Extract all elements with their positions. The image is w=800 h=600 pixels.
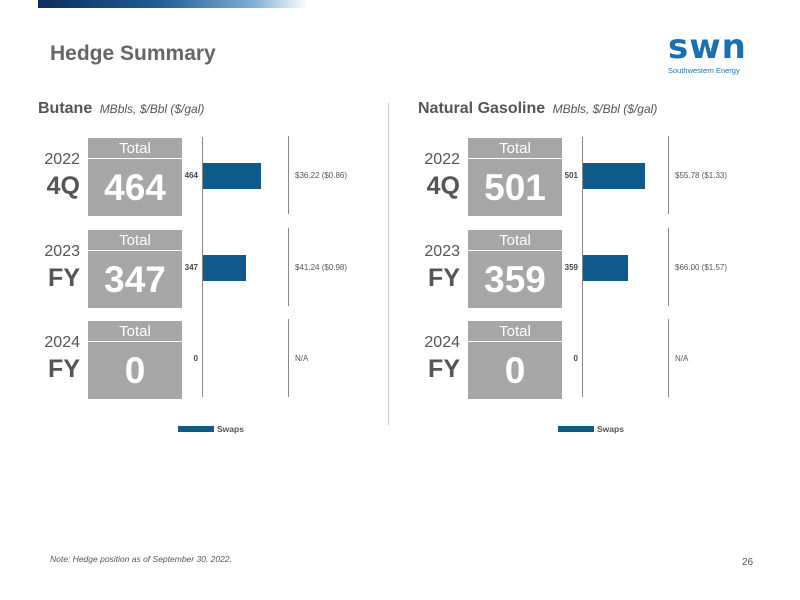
chart-legend: Swaps (558, 420, 624, 434)
swap-volume-label: 0 (193, 354, 198, 363)
bar-axis-line (202, 137, 203, 397)
total-box-label: Total (468, 230, 562, 251)
page-number: 26 (742, 557, 754, 568)
swap-volume-label: 347 (184, 263, 198, 272)
panel-title: Natural Gasoline (418, 100, 546, 117)
total-box: Total 359 (468, 230, 562, 308)
bar-axis-line (582, 137, 583, 397)
total-box-value: 0 (124, 350, 146, 391)
price-separator-line (668, 136, 669, 214)
total-box-label: Total (88, 230, 182, 251)
logo-subtitle: Southwestern Energy (668, 66, 740, 75)
swap-volume-label: 501 (564, 171, 578, 180)
period-code-label: 4Q (46, 172, 80, 200)
legend-label: Swaps (597, 423, 624, 434)
period-year-label: 2022 (44, 151, 80, 168)
period-year-label: 2023 (424, 243, 460, 260)
total-box: Total 464 (88, 138, 182, 216)
swap-volume-label: 0 (573, 354, 578, 363)
panel-heading: Butane MBbls, $/Bbl ($/gal) (38, 100, 204, 118)
swap-bar (583, 163, 645, 189)
period-code-label: FY (48, 264, 80, 292)
period-year-label: 2024 (44, 334, 80, 351)
swap-bar (203, 163, 261, 189)
price-separator-line (668, 319, 669, 397)
natural-gasoline-panel: Natural Gasoline MBbls, $/Bbl ($/gal) 20… (418, 100, 778, 440)
period-code-label: FY (48, 355, 80, 383)
swap-price-label: $55.78 ($1.33) (675, 171, 728, 180)
swap-volume-label: 359 (564, 263, 578, 272)
total-box-value: 464 (104, 167, 166, 208)
price-separator-line (288, 136, 289, 214)
swap-bar (203, 255, 246, 281)
swap-price-label: $41.24 ($0.98) (295, 263, 348, 272)
legend-swatch (178, 425, 214, 432)
total-box-label: Total (88, 321, 182, 342)
total-box-label: Total (468, 138, 562, 159)
panel-units: MBbls, $/Bbl ($/gal) (99, 102, 205, 116)
swap-volume-label: 464 (184, 171, 198, 180)
company-logo: swn Southwestern Energy (668, 30, 768, 80)
logo-mark: swn (668, 27, 747, 67)
top-accent-band (38, 0, 308, 8)
legend-swatch (558, 425, 594, 432)
total-box: Total 0 (468, 321, 562, 399)
total-box-value: 501 (484, 167, 546, 208)
total-box-label: Total (468, 321, 562, 342)
page-title: Hedge Summary (50, 42, 216, 65)
price-separator-line (668, 228, 669, 306)
panel-heading: Natural Gasoline MBbls, $/Bbl ($/gal) (418, 100, 657, 118)
footnote: Note: Hedge position as of September 30,… (50, 554, 232, 564)
panel-divider (388, 103, 389, 425)
total-box-value: 359 (484, 259, 546, 300)
butane-panel: Butane MBbls, $/Bbl ($/gal) 2022 4Q Total 4… (38, 100, 398, 440)
swap-price-label: N/A (295, 354, 309, 363)
legend-label: Swaps (217, 423, 244, 434)
swap-bar (583, 255, 628, 281)
total-box-label: Total (88, 138, 182, 159)
swap-price-label: N/A (675, 354, 689, 363)
period-code-label: FY (428, 355, 460, 383)
swap-price-label: $36.22 ($0.86) (295, 171, 348, 180)
total-box: Total 501 (468, 138, 562, 216)
period-code-label: FY (428, 264, 460, 292)
period-year-label: 2022 (424, 151, 460, 168)
total-box: Total 0 (88, 321, 182, 399)
period-year-label: 2024 (424, 334, 460, 351)
panel-title: Butane (38, 100, 93, 117)
chart-legend: Swaps (178, 420, 244, 434)
swap-price-label: $66.00 ($1.57) (675, 263, 728, 272)
price-separator-line (288, 228, 289, 306)
price-separator-line (288, 319, 289, 397)
period-code-label: 4Q (426, 172, 460, 200)
period-year-label: 2023 (44, 243, 80, 260)
total-box: Total 347 (88, 230, 182, 308)
total-box-value: 347 (104, 259, 166, 300)
panel-units: MBbls, $/Bbl ($/gal) (552, 102, 658, 116)
total-box-value: 0 (504, 350, 526, 391)
